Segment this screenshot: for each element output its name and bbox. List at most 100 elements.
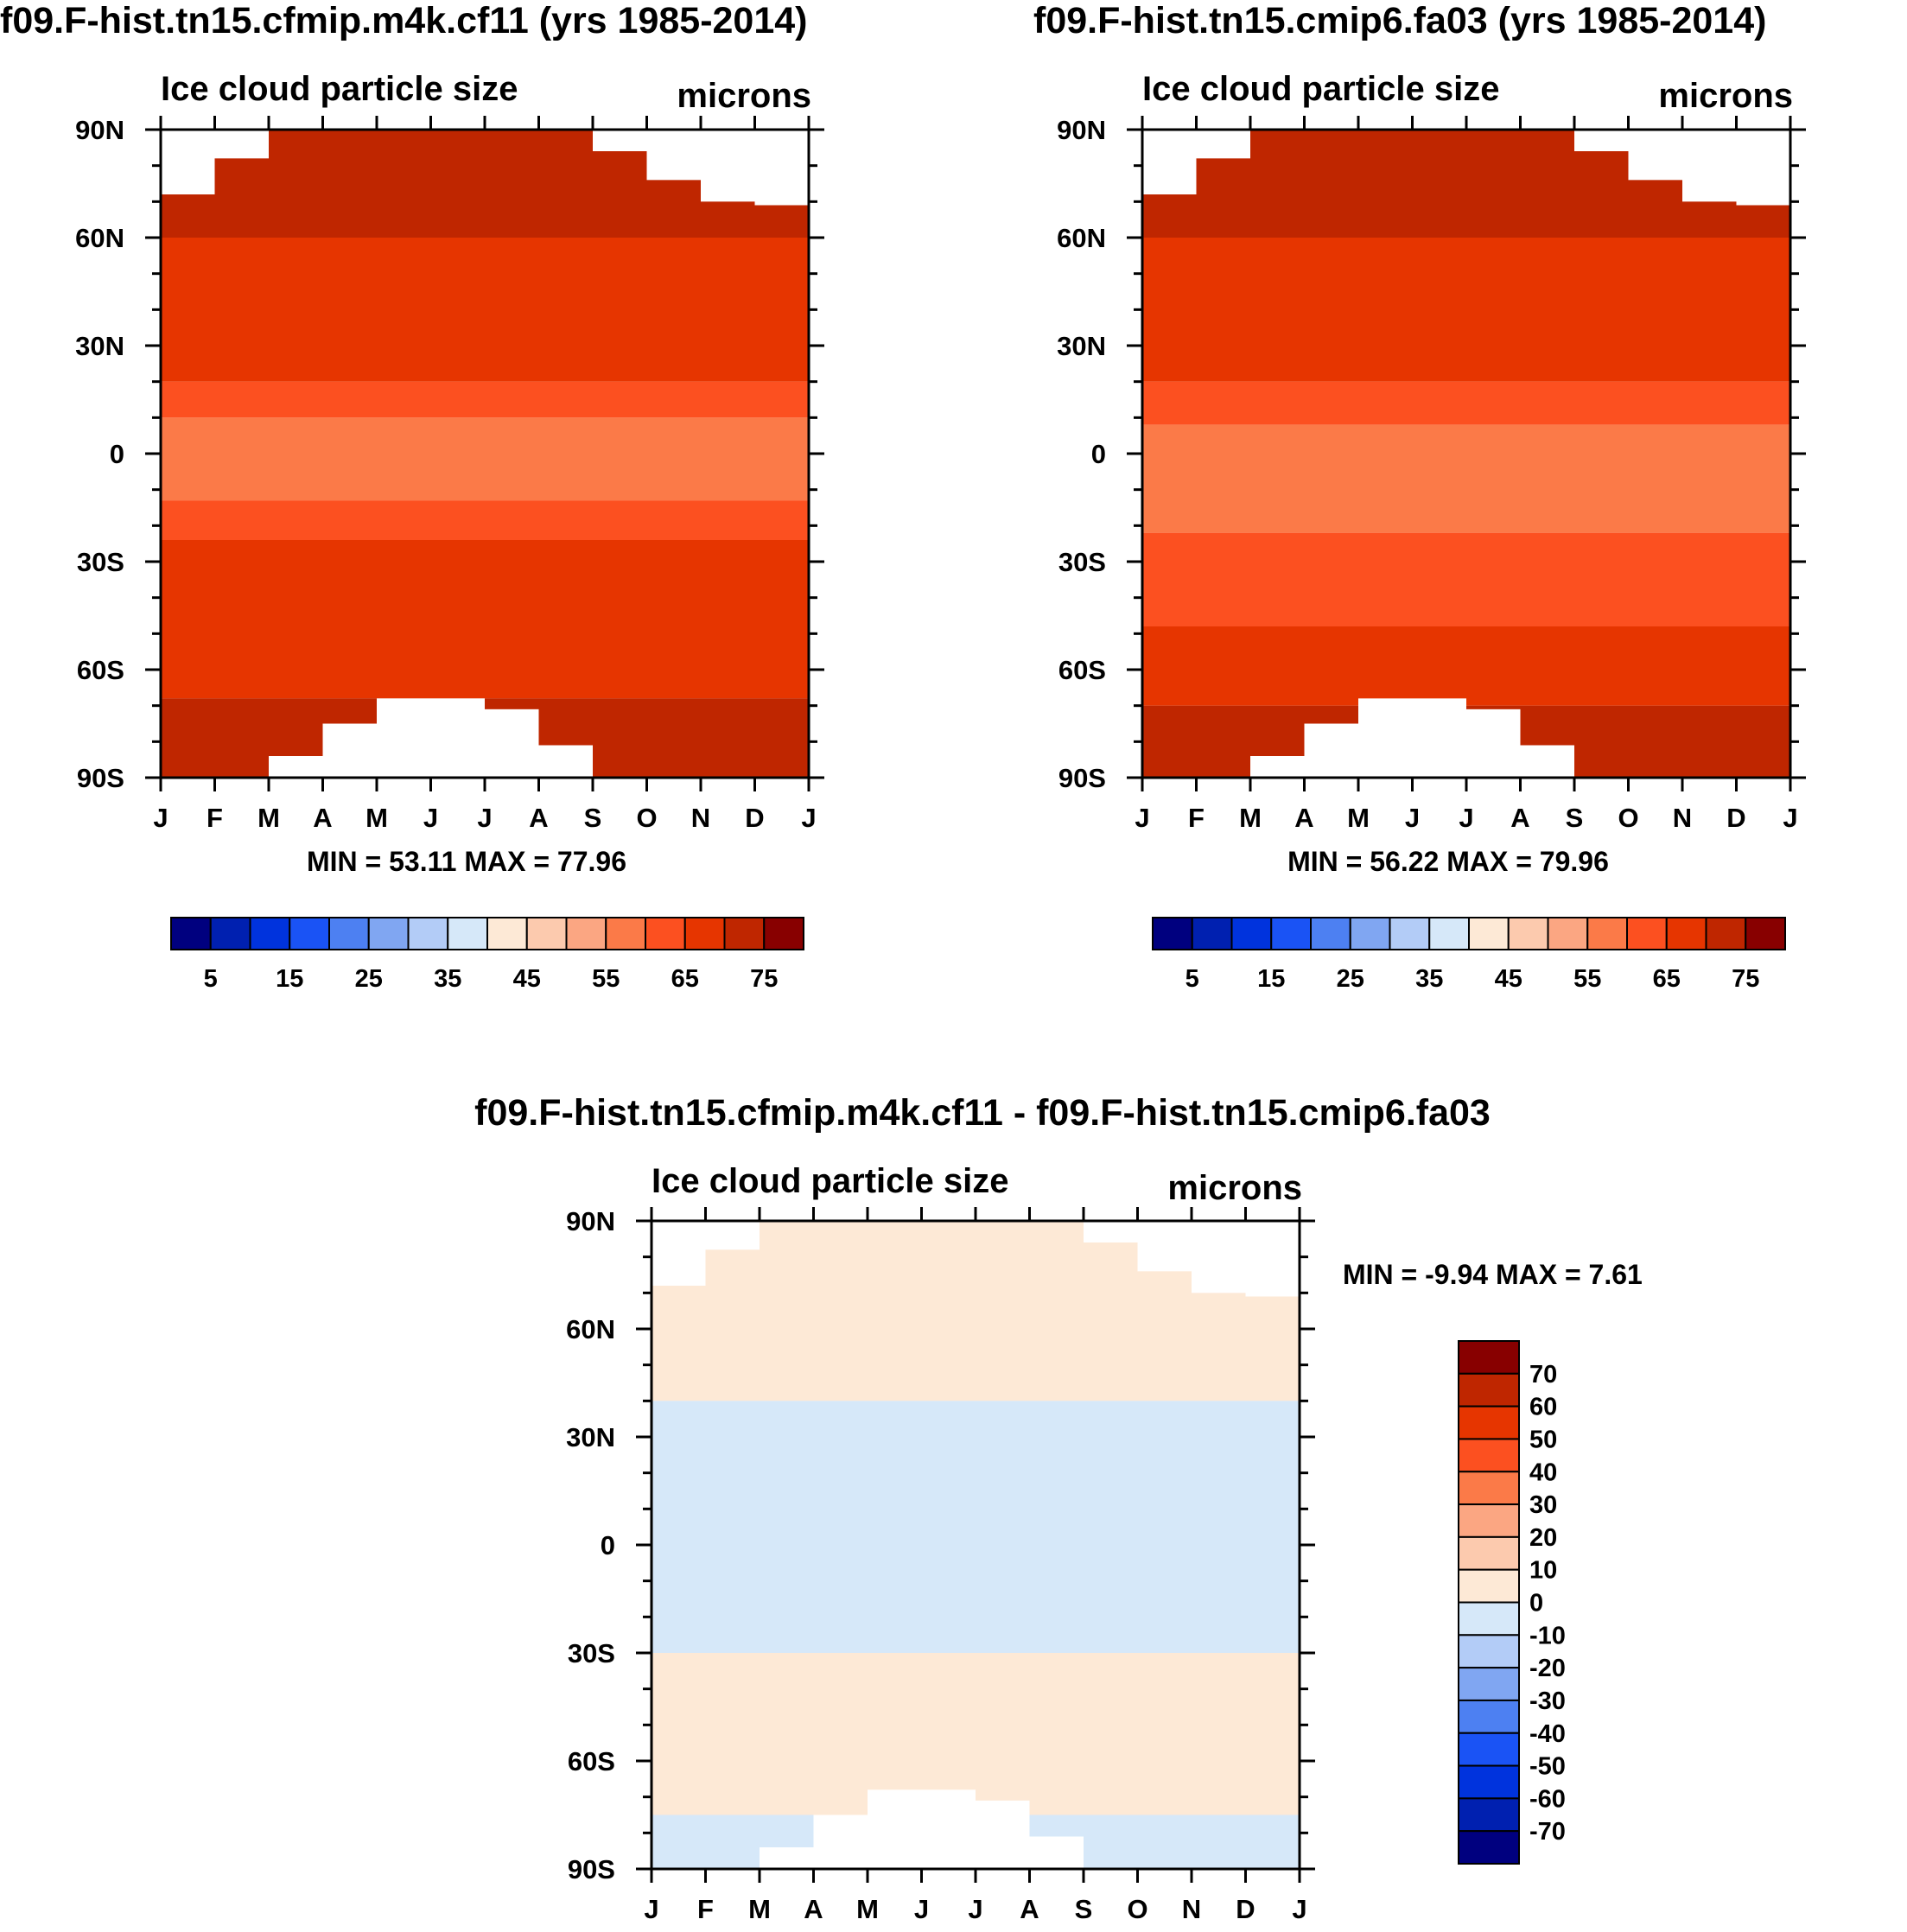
contour-band [161, 540, 809, 699]
missing-cell [1245, 1221, 1300, 1297]
left-string: Ice cloud particle size [652, 1162, 1009, 1200]
y-tick-label: 30N [566, 1422, 615, 1452]
colorbar-label: -10 [1529, 1622, 1566, 1649]
colorbar-label: 75 [750, 965, 778, 993]
contour-band [1142, 626, 1790, 706]
missing-cell [976, 1800, 1030, 1869]
colorbar-label: -60 [1529, 1785, 1566, 1813]
x-tick-label: J [801, 803, 816, 833]
missing-cell [1084, 1221, 1138, 1242]
colorbar-box [683, 917, 726, 950]
colorbar-box [1458, 1830, 1520, 1865]
left-string: Ice cloud particle size [1142, 70, 1500, 108]
colorbar-label: 25 [355, 965, 383, 993]
y-tick-label: 30S [77, 547, 124, 577]
left-string: Ice cloud particle size [161, 70, 518, 108]
colorbar-label: 30 [1529, 1491, 1557, 1519]
x-tick-label: S [1566, 803, 1584, 833]
colorbar-label: -30 [1529, 1687, 1566, 1715]
panel-cmip6: f09.F-hist.tn15.cmip6.fa03 (yrs 1985-201… [1033, 0, 1806, 993]
missing-cell [269, 756, 323, 778]
colorbar-box [1458, 1471, 1520, 1506]
x-tick-label: J [1405, 803, 1420, 833]
colorbar-label: 50 [1529, 1426, 1557, 1453]
missing-cell [485, 709, 539, 778]
missing-cell [214, 130, 269, 159]
missing-data-mask [652, 1221, 1300, 1869]
colorbar-label: 65 [1653, 965, 1681, 993]
colorbar-box [1428, 917, 1470, 950]
y-tick-label: 90S [568, 1854, 615, 1884]
missing-cell [646, 130, 701, 181]
missing-cell [1142, 130, 1197, 194]
contour-band [161, 417, 809, 501]
colorbar-box [486, 917, 528, 950]
colorbar-label: 5 [1186, 965, 1199, 993]
colorbar-label: 40 [1529, 1459, 1557, 1486]
x-tick-label: F [1188, 803, 1205, 833]
colorbar: 5 15 25 35 45 55 65 75 [1152, 917, 1786, 993]
colorbar-box [1458, 1732, 1520, 1767]
y-tick-label: 60S [1058, 655, 1106, 685]
panel-title: f09.F-hist.tn15.cfmip.m4k.cf11 - f09.F-h… [474, 1092, 1491, 1134]
x-tick-label: F [207, 803, 223, 833]
x-tick-label: D [745, 803, 764, 833]
missing-cell [1736, 130, 1790, 206]
min-max-label: MIN = -9.94 MAX = 7.61 [1343, 1259, 1643, 1290]
right-string: microns [1167, 1169, 1302, 1207]
missing-cell [754, 130, 809, 206]
x-tick-label: J [1459, 803, 1473, 833]
colorbar-box [1458, 1340, 1520, 1375]
x-tick-label: J [914, 1894, 929, 1924]
missing-cell [1358, 698, 1413, 778]
missing-cell [1682, 130, 1737, 202]
missing-cell [652, 1221, 706, 1286]
colorbar-box [565, 917, 607, 950]
x-tick-label: M [366, 803, 388, 833]
missing-cell [161, 130, 215, 194]
colorbar-box [289, 917, 330, 950]
x-tick-label: N [691, 803, 710, 833]
contour-band [1142, 424, 1790, 533]
min-max-label: MIN = 56.22 MAX = 79.96 [1287, 846, 1609, 877]
colorbar-label: 60 [1529, 1394, 1557, 1421]
colorbar-box [170, 917, 212, 950]
x-tick-label: O [1127, 1894, 1147, 1924]
colorbar-label: 15 [276, 965, 303, 993]
y-tick-label: 30N [1057, 331, 1106, 361]
missing-cell [705, 1221, 760, 1250]
colorbar-label: 35 [434, 965, 461, 993]
colorbar-box [525, 917, 568, 950]
x-tick-label: N [1673, 803, 1692, 833]
x-tick-label: S [584, 803, 602, 833]
colorbar-label: 0 [1529, 1590, 1543, 1617]
y-tick-label: 60N [1057, 223, 1106, 253]
x-tick-label: A [1510, 803, 1529, 833]
colorbar-box [1705, 917, 1747, 950]
panel-title: f09.F-hist.tn15.cfmip.m4k.cf11 (yrs 1985… [0, 0, 808, 41]
colorbar-box [328, 917, 370, 950]
contour-band [161, 238, 809, 382]
missing-cell [1192, 1221, 1246, 1293]
y-tick-label: 90N [75, 115, 124, 145]
contour-band [1142, 532, 1790, 626]
colorbar-label: -70 [1529, 1818, 1566, 1846]
colorbar-box [1745, 917, 1786, 950]
colorbar-box [209, 917, 251, 950]
colorbar-label: 45 [1495, 965, 1522, 993]
colorbar-label: -40 [1529, 1720, 1566, 1748]
colorbar-box [1507, 917, 1549, 950]
missing-cell [868, 1789, 922, 1869]
y-tick-label: 60N [566, 1314, 615, 1344]
colorbar-label: 55 [592, 965, 620, 993]
colorbar-label: 10 [1529, 1557, 1557, 1585]
panel-title: f09.F-hist.tn15.cmip6.fa03 (yrs 1985-201… [1033, 0, 1766, 41]
colorbar-box [1458, 1601, 1520, 1636]
y-tick-label: 30S [1058, 547, 1106, 577]
x-tick-label: M [1347, 803, 1370, 833]
missing-cell [813, 1814, 868, 1869]
colorbar-box [645, 917, 686, 950]
missing-cell [1250, 756, 1305, 778]
missing-cell [593, 130, 647, 151]
